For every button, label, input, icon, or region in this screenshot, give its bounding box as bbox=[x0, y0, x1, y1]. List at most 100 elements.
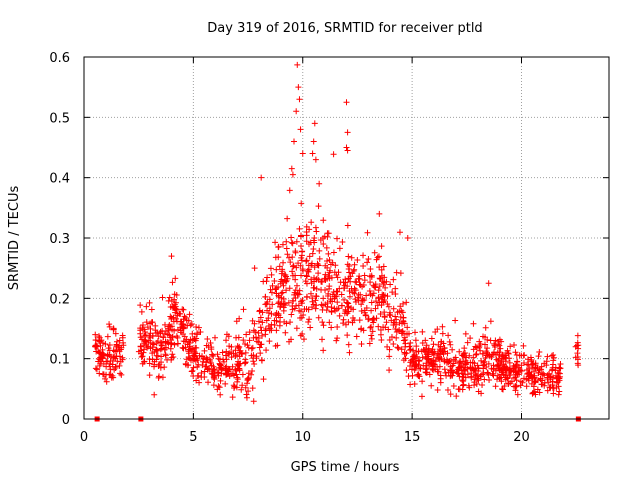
plot-frame bbox=[83, 56, 610, 420]
data-point bbox=[313, 285, 320, 292]
data-point bbox=[538, 366, 545, 373]
data-point bbox=[434, 386, 441, 393]
data-point bbox=[437, 372, 444, 379]
data-point bbox=[555, 391, 562, 398]
data-point bbox=[514, 358, 521, 365]
data-point bbox=[216, 384, 223, 391]
data-point bbox=[268, 271, 275, 278]
data-point bbox=[226, 350, 233, 357]
data-point bbox=[256, 344, 263, 351]
data-point bbox=[406, 347, 413, 354]
data-point bbox=[365, 255, 372, 262]
data-point bbox=[172, 309, 179, 316]
data-point bbox=[341, 310, 348, 317]
data-point bbox=[507, 343, 514, 350]
data-point bbox=[477, 347, 484, 354]
data-point bbox=[295, 302, 302, 309]
data-point bbox=[283, 320, 290, 327]
data-point bbox=[276, 303, 283, 310]
data-point bbox=[324, 258, 331, 265]
data-point bbox=[512, 387, 519, 394]
data-point bbox=[387, 309, 394, 316]
data-point bbox=[225, 366, 232, 373]
data-point bbox=[143, 303, 150, 310]
data-point bbox=[242, 359, 249, 366]
data-point bbox=[338, 291, 345, 298]
data-point bbox=[320, 322, 327, 329]
data-point bbox=[327, 261, 334, 268]
data-point bbox=[549, 367, 556, 374]
data-point bbox=[137, 325, 144, 332]
data-point bbox=[190, 373, 197, 380]
data-point bbox=[229, 363, 236, 370]
data-point bbox=[344, 129, 351, 136]
data-point bbox=[573, 342, 580, 349]
data-point bbox=[528, 358, 535, 365]
data-point bbox=[112, 363, 119, 370]
data-point bbox=[346, 269, 353, 276]
data-point bbox=[296, 225, 303, 232]
data-point bbox=[436, 363, 443, 370]
data-point bbox=[110, 326, 117, 333]
data-point bbox=[520, 342, 527, 349]
data-point bbox=[386, 336, 393, 343]
data-point bbox=[360, 252, 367, 259]
data-point bbox=[279, 241, 286, 248]
data-point bbox=[178, 318, 185, 325]
data-point bbox=[512, 363, 519, 370]
data-point bbox=[344, 222, 351, 229]
data-point bbox=[189, 345, 196, 352]
data-point bbox=[208, 344, 215, 351]
data-point bbox=[530, 383, 537, 390]
data-point bbox=[258, 174, 265, 181]
data-point bbox=[390, 305, 397, 312]
data-point bbox=[555, 383, 562, 390]
data-point bbox=[523, 383, 530, 390]
data-point bbox=[179, 344, 186, 351]
data-point bbox=[293, 325, 300, 332]
data-point bbox=[294, 61, 301, 68]
data-point bbox=[494, 372, 501, 379]
data-point bbox=[295, 260, 302, 267]
data-point bbox=[396, 319, 403, 326]
data-point bbox=[159, 294, 166, 301]
data-point bbox=[138, 308, 145, 315]
data-point bbox=[106, 323, 113, 330]
data-point bbox=[207, 357, 214, 364]
data-point bbox=[330, 151, 337, 158]
data-point bbox=[266, 338, 273, 345]
data-point bbox=[409, 372, 416, 379]
data-point bbox=[535, 353, 542, 360]
data-point bbox=[249, 385, 256, 392]
data-point bbox=[500, 355, 507, 362]
data-point bbox=[99, 346, 106, 353]
data-point bbox=[305, 262, 312, 269]
data-point bbox=[289, 254, 296, 261]
data-point bbox=[191, 336, 198, 343]
data-point bbox=[289, 240, 296, 247]
data-point bbox=[490, 366, 497, 373]
data-point bbox=[445, 332, 452, 339]
data-point bbox=[214, 351, 221, 358]
data-point bbox=[142, 332, 149, 339]
data-point bbox=[309, 250, 316, 257]
data-point bbox=[473, 372, 480, 379]
data-point bbox=[390, 341, 397, 348]
data-point bbox=[292, 287, 299, 294]
data-point bbox=[445, 358, 452, 365]
data-point bbox=[524, 361, 531, 368]
data-point bbox=[354, 257, 361, 264]
data-point bbox=[529, 361, 536, 368]
data-point bbox=[171, 291, 178, 298]
data-point bbox=[511, 341, 518, 348]
data-point bbox=[223, 331, 230, 338]
data-point bbox=[285, 299, 292, 306]
data-point bbox=[413, 343, 420, 350]
data-point bbox=[120, 339, 127, 346]
data-point bbox=[265, 315, 272, 322]
data-point bbox=[353, 333, 360, 340]
data-point bbox=[296, 307, 303, 314]
data-point bbox=[241, 340, 248, 347]
data-point bbox=[441, 345, 448, 352]
data-point bbox=[311, 264, 318, 271]
